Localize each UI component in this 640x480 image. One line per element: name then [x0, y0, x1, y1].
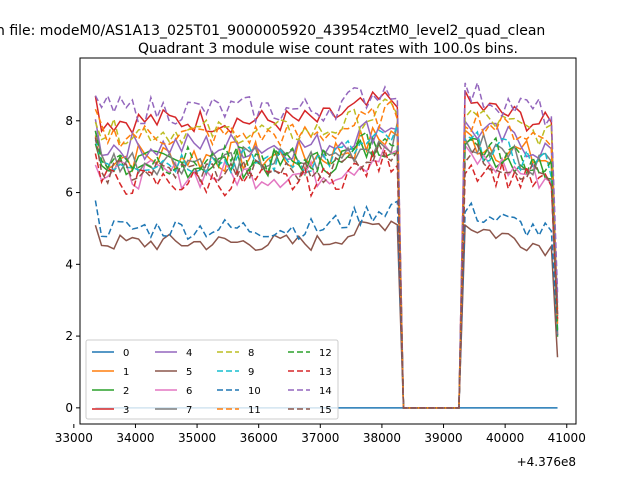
plot-area [79, 57, 577, 425]
y-tick-label: 8 [65, 114, 73, 128]
series-line-4 [94, 119, 559, 409]
y-tick-label: 2 [65, 329, 73, 343]
legend-label-12: 12 [319, 348, 332, 359]
y-tick-label: 0 [65, 401, 73, 415]
x-tick-label: 37000 [301, 431, 339, 445]
x-tick-label: 41000 [548, 431, 586, 445]
legend-label-15: 15 [319, 405, 332, 416]
series-line-13 [94, 147, 559, 409]
series-layer [94, 80, 559, 409]
series-line-14 [94, 80, 559, 409]
x-tick-label: 34000 [116, 431, 154, 445]
x-tick-label: 36000 [240, 431, 278, 445]
series-line-11 [94, 99, 559, 409]
x-axis: 33000 34000 35000 36000 37000 38000 39000 40000… [55, 424, 586, 445]
legend-label-6: 6 [186, 386, 192, 397]
legend-label-8: 8 [248, 348, 254, 359]
y-tick-label: 6 [65, 186, 73, 200]
legend-frame [85, 339, 339, 420]
legend-label-0: 0 [123, 348, 129, 359]
series-line-3 [94, 90, 559, 409]
x-tick-label: 39000 [424, 431, 462, 445]
legend-label-14: 14 [319, 386, 332, 397]
legend-label-7: 7 [186, 405, 192, 416]
y-axis: 0 2 4 6 8 [65, 114, 80, 415]
chart-title: Quadrant 3 module wise count rates with … [138, 41, 518, 57]
x-tick-label: 40000 [486, 431, 524, 445]
legend-label-10: 10 [248, 386, 261, 397]
x-tick-label: 35000 [178, 431, 216, 445]
series-line-6 [94, 143, 559, 409]
axes-frame [79, 57, 577, 425]
legend-label-9: 9 [248, 367, 254, 378]
x-axis-offset-label: +4.376e8 [517, 455, 576, 469]
legend-label-2: 2 [123, 386, 129, 397]
series-line-5 [94, 220, 559, 409]
legend-label-13: 13 [319, 367, 332, 378]
legend-label-11: 11 [248, 405, 261, 416]
y-tick-label: 4 [65, 257, 73, 271]
series-line-15 [94, 137, 559, 409]
legend-label-5: 5 [186, 367, 192, 378]
legend-label-3: 3 [123, 405, 129, 416]
series-line-8 [94, 98, 559, 409]
legend-label-4: 4 [186, 348, 192, 359]
series-line-12 [94, 130, 559, 409]
x-tick-label: 38000 [363, 431, 401, 445]
figure-suptitle: n file: modeM0/AS1A13_025T01_9000005920_… [0, 23, 545, 39]
legend-label-1: 1 [123, 367, 129, 378]
x-tick-label: 33000 [55, 431, 93, 445]
